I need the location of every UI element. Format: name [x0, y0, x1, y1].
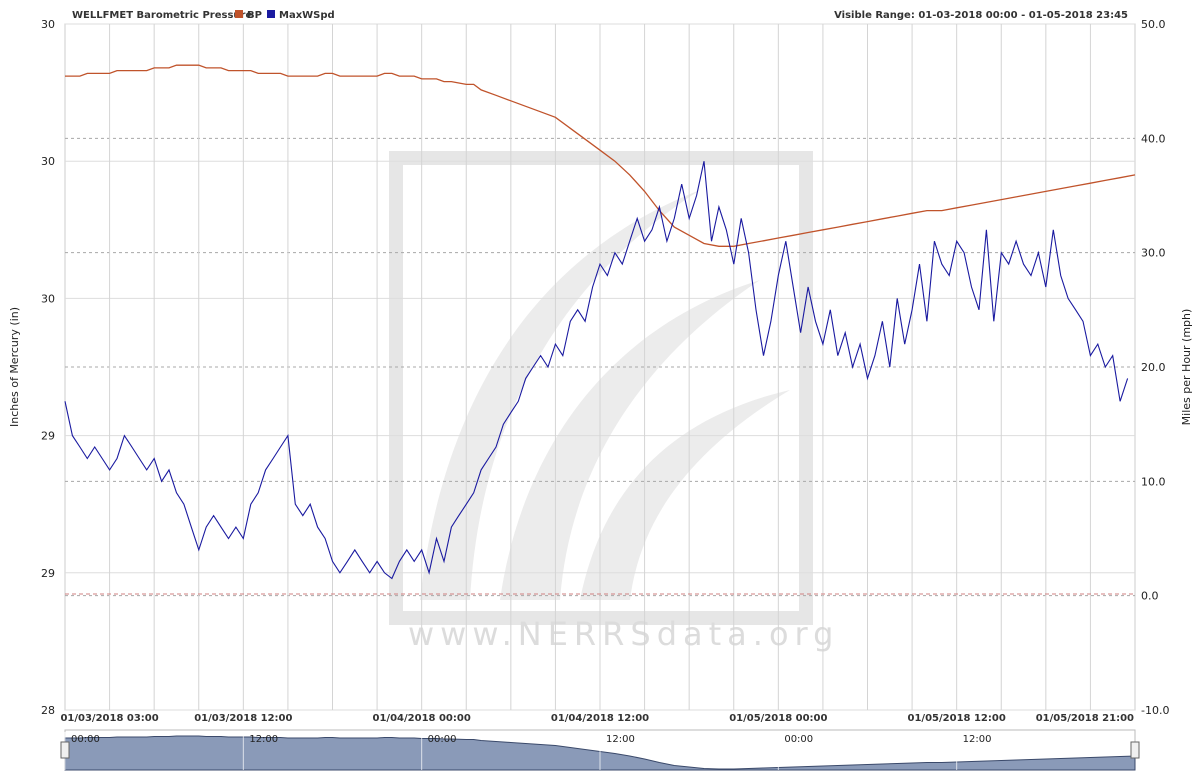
nerrs-watermark: www.NERRSdata.org	[389, 151, 839, 653]
legend-swatch-maxwspd[interactable]	[267, 10, 275, 18]
y-right-tick-label: 0.0	[1141, 590, 1159, 603]
x-tick-label: 01/05/2018 00:00	[729, 713, 827, 724]
y-right-tick-label: 10.0	[1141, 475, 1166, 488]
x-tick-label: 01/03/2018 03:00	[60, 713, 158, 724]
x-tick-label: 01/05/2018 12:00	[908, 713, 1006, 724]
navigator-label: 12:00	[249, 734, 278, 745]
y-left-tick-label: 30	[41, 155, 55, 168]
y-right-tick-label: 20.0	[1141, 361, 1166, 374]
y-right-tick-label: -10.0	[1141, 704, 1169, 717]
navigator[interactable]: 00:00 12:00 00:00 12:00 00:00 12:00	[60, 729, 1140, 771]
navigator-handle-left[interactable]	[60, 741, 70, 759]
series-line-maxwspd	[64, 161, 1129, 580]
legend-swatch-bp[interactable]	[235, 10, 243, 18]
y-right-tick-label: 50.0	[1141, 18, 1166, 31]
navigator-label: 00:00	[71, 734, 100, 745]
navigator-label: 00:00	[428, 734, 457, 745]
navigator-labels: 00:00 12:00 00:00 12:00 00:00 12:00	[64, 732, 992, 770]
x-tick-label: 01/03/2018 12:00	[194, 713, 292, 724]
y-axis-left-title: Inches of Mercury (in)	[8, 307, 21, 427]
x-axis: 01/03/2018 03:00 01/03/2018 12:00 01/04/20…	[60, 713, 1134, 724]
navigator-label: 12:00	[963, 734, 992, 745]
chart-title: WELLFMET Barometric Pressure	[72, 10, 252, 21]
y-left-tick-label: 29	[41, 567, 55, 580]
x-tick-label: 01/05/2018 21:00	[1036, 713, 1134, 724]
y-right-tick-label: 40.0	[1141, 132, 1166, 145]
y-axis-right-title: Miles per Hour (mph)	[1180, 309, 1193, 426]
navigator-label: 12:00	[606, 734, 635, 745]
watermark-text: www.NERRSdata.org	[408, 615, 839, 653]
legend-label-bp[interactable]: BP	[247, 10, 262, 21]
y-left-tick-label: 28	[41, 704, 55, 717]
y-left-tick-label: 29	[41, 430, 55, 443]
y-axis-left: 30 30 30 29 29 28	[41, 18, 55, 717]
navigator-label: 00:00	[784, 734, 813, 745]
legend-label-maxwspd[interactable]: MaxWSpd	[279, 10, 335, 21]
x-tick-label: 01/04/2018 12:00	[551, 713, 649, 724]
chart-header: WELLFMET Barometric Pressure BP MaxWSpd …	[72, 10, 1128, 21]
y-left-tick-label: 30	[41, 292, 55, 305]
y-left-tick-label: 30	[41, 18, 55, 31]
y-axis-right: 50.0 40.0 30.0 20.0 10.0 0.0 -10.0	[1141, 18, 1169, 717]
series-line-bp	[65, 64, 1136, 247]
visible-range: Visible Range: 01-03-2018 00:00 - 01-05-…	[834, 10, 1128, 21]
y-right-tick-label: 30.0	[1141, 247, 1166, 260]
navigator-handle-right[interactable]	[1130, 741, 1140, 759]
x-tick-label: 01/04/2018 00:00	[373, 713, 471, 724]
grid	[65, 23, 1135, 711]
